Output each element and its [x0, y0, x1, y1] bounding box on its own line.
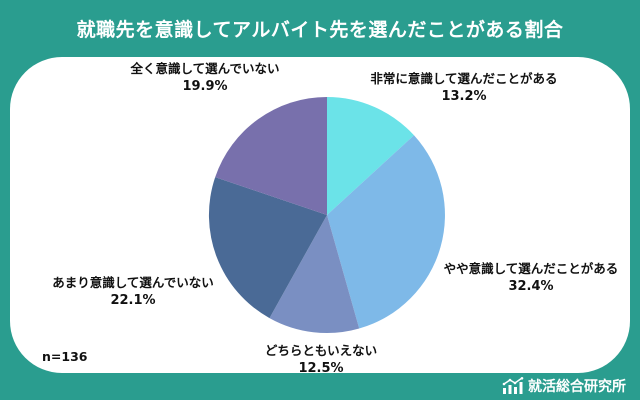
label-text: やや意識して選んだことがある — [443, 261, 619, 276]
bar-chart-trend-icon — [502, 377, 524, 394]
label-text: 全く意識して選んでいない — [130, 61, 280, 76]
chart-title: 就職先を意識してアルバイト先を選んだことがある割合 — [76, 18, 564, 41]
label-text: あまり意識して選んでいない — [52, 275, 214, 290]
sample-size: n=136 — [42, 349, 88, 364]
label-text: 非常に意識して選んだことがある — [370, 71, 558, 86]
label-percent: 22.1% — [110, 293, 156, 308]
brand-name: 就活総合研究所 — [528, 379, 626, 395]
slice-not-very-conscious — [208, 177, 327, 319]
slice-neutral — [269, 215, 360, 334]
label-percent: 13.2% — [441, 89, 487, 104]
label-neutral: どちらともいえない 12.5% — [265, 342, 377, 378]
label-percent: 32.4% — [508, 279, 554, 294]
brand-logo: 就活総合研究所 — [502, 375, 626, 397]
slice-very-conscious — [327, 97, 414, 215]
label-very-conscious: 非常に意識して選んだことがある 13.2% — [370, 70, 557, 106]
label-percent: 19.9% — [182, 79, 228, 94]
label-text: どちらともいえない — [264, 343, 378, 358]
label-not-very-conscious: あまり意識して選んでいない 22.1% — [52, 274, 214, 310]
label-not-conscious-at-all: 全く意識して選んでいない 19.9% — [130, 60, 279, 96]
label-percent: 12.5% — [298, 361, 344, 376]
slice-not-conscious-at-all — [215, 96, 327, 215]
label-somewhat-conscious: やや意識して選んだことがある 32.4% — [444, 260, 619, 296]
slice-somewhat-conscious — [327, 135, 445, 329]
